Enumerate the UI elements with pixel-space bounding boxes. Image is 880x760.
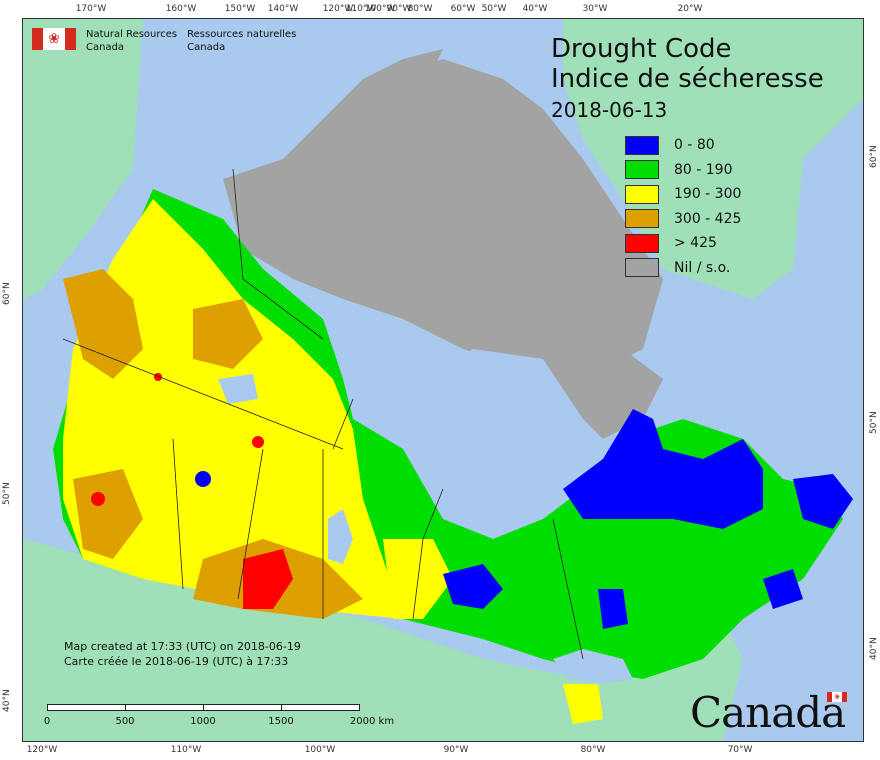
blue-sask-lake (195, 471, 211, 487)
canada-wordmark: Canada (690, 688, 846, 737)
great-bear-lake (218, 374, 258, 404)
scale-segment (281, 704, 360, 711)
blue-quebec (563, 409, 763, 529)
map-svg (23, 19, 863, 741)
creation-note: Map created at 17:33 (UTC) on 2018-06-19… (64, 639, 301, 669)
scale-label: 1500 (268, 716, 294, 727)
tick-left-60n: 60°N (2, 282, 12, 305)
agency-en-line2: Canada (86, 42, 125, 53)
creation-note-fr: Carte créée le 2018-06-19 (UTC) à 17:33 (64, 655, 289, 668)
agency-name-en: Natural Resources Canada (86, 28, 177, 54)
legend-label: 300 - 425 (674, 210, 742, 227)
alaska-landmass (23, 19, 143, 299)
scale-label: 0 (43, 716, 51, 727)
orange-central (193, 299, 263, 369)
title-fr: Indice de sécheresse (551, 64, 824, 94)
tick-top-140w: 140°W (267, 4, 299, 14)
scale-label: 2000 km (349, 716, 395, 727)
tick-top-30w: 30°W (582, 4, 608, 14)
map-title: Drought Code Indice de sécheresse 2018-0… (551, 34, 824, 124)
tick-left-40n: 40°N (2, 689, 12, 712)
legend-label: 0 - 80 (674, 137, 715, 154)
blue-ontario (443, 564, 503, 609)
orange-bc (73, 469, 143, 559)
tick-top-80w: 80°W (407, 4, 433, 14)
legend-swatch (625, 184, 659, 204)
yellow-west (63, 199, 403, 619)
blue-maritimes (763, 569, 803, 609)
legend-item: 190 - 300 (625, 182, 741, 207)
tick-top-150w: 150°W (224, 4, 256, 14)
agency-name-fr: Ressources naturelles Canada (187, 28, 296, 54)
scale-segment (203, 704, 282, 711)
tick-right-40n: 40°N (869, 637, 879, 660)
tick-top-120w: 120°W (322, 4, 354, 14)
tick-right-60n: 60°N (869, 145, 879, 168)
legend-item: > 425 (625, 231, 741, 256)
tick-bottom-100w: 100°W (304, 745, 336, 755)
legend-swatch (625, 209, 659, 229)
scale-label: 500 (115, 716, 135, 727)
tick-bottom-120w: 120°W (26, 745, 58, 755)
tick-top-110w: 110°W (345, 4, 377, 14)
legend-swatch (625, 258, 659, 278)
orange-north (63, 269, 143, 379)
legend-swatch (625, 233, 659, 253)
agency-fr-line1: Ressources naturelles (187, 29, 297, 40)
arctic-island-2 (323, 49, 443, 119)
legend: 0 - 80 80 - 190 190 - 300 300 - 425 > 42… (625, 133, 741, 280)
tick-bottom-70w: 70°W (727, 745, 753, 755)
red-alberta-spot (252, 436, 264, 448)
legend-label: 190 - 300 (674, 186, 742, 203)
provincial-boundaries (62, 168, 584, 660)
drought-map (22, 18, 864, 742)
scale-label: 1000 (190, 716, 216, 727)
red-bc-spot (91, 492, 105, 506)
tick-top-60w: 60°W (450, 4, 476, 14)
legend-label: Nil / s.o. (674, 259, 731, 276)
agency-fr-line2: Canada (187, 42, 226, 53)
tick-left-50n: 50°N (2, 482, 12, 505)
tick-top-160w: 160°W (165, 4, 197, 14)
agency-en-line1: Natural Resources (86, 29, 178, 40)
legend-swatch (625, 135, 659, 155)
legend-item: Nil / s.o. (625, 256, 741, 281)
legend-item: 80 - 190 (625, 158, 741, 183)
red-sask (243, 549, 293, 609)
arctic-islands (223, 59, 663, 379)
tick-bottom-80w: 80°W (580, 745, 606, 755)
scale-segment (125, 704, 204, 711)
wordmark-flag-icon: ❀ (827, 692, 847, 702)
tick-bottom-110w: 110°W (170, 745, 202, 755)
blue-ontario-2 (598, 589, 628, 629)
legend-label: 80 - 190 (674, 161, 733, 178)
title-date: 2018-06-13 (551, 98, 668, 122)
tick-top-100w: 100°W (364, 4, 396, 14)
great-lakes (553, 649, 633, 684)
canada-flag-icon: ❀ (32, 28, 76, 50)
tick-top-170w: 170°W (75, 4, 107, 14)
scale-bar (47, 704, 360, 712)
tick-right-50n: 50°N (869, 411, 879, 434)
tick-top-90w: 90°W (386, 4, 412, 14)
tick-bottom-90w: 90°W (443, 745, 469, 755)
blue-newfoundland (793, 474, 853, 529)
greenland-landmass (563, 19, 863, 299)
scale-segment (47, 704, 126, 711)
hudson-bay (383, 349, 583, 519)
title-en: Drought Code (551, 34, 732, 64)
nrcan-signature: ❀ Natural Resources Canada Ressources na… (32, 28, 296, 54)
tick-top-40w: 40°W (522, 4, 548, 14)
tick-top-50w: 50°W (481, 4, 507, 14)
legend-item: 300 - 425 (625, 207, 741, 232)
yellow-ontario-south (563, 684, 603, 724)
creation-note-en: Map created at 17:33 (UTC) on 2018-06-19 (64, 640, 301, 653)
legend-swatch (625, 160, 659, 180)
legend-label: > 425 (674, 235, 717, 252)
lake-winnipeg (328, 509, 353, 564)
legend-item: 0 - 80 (625, 133, 741, 158)
red-nwt-spot (154, 373, 162, 381)
tick-top-20w: 20°W (677, 4, 703, 14)
